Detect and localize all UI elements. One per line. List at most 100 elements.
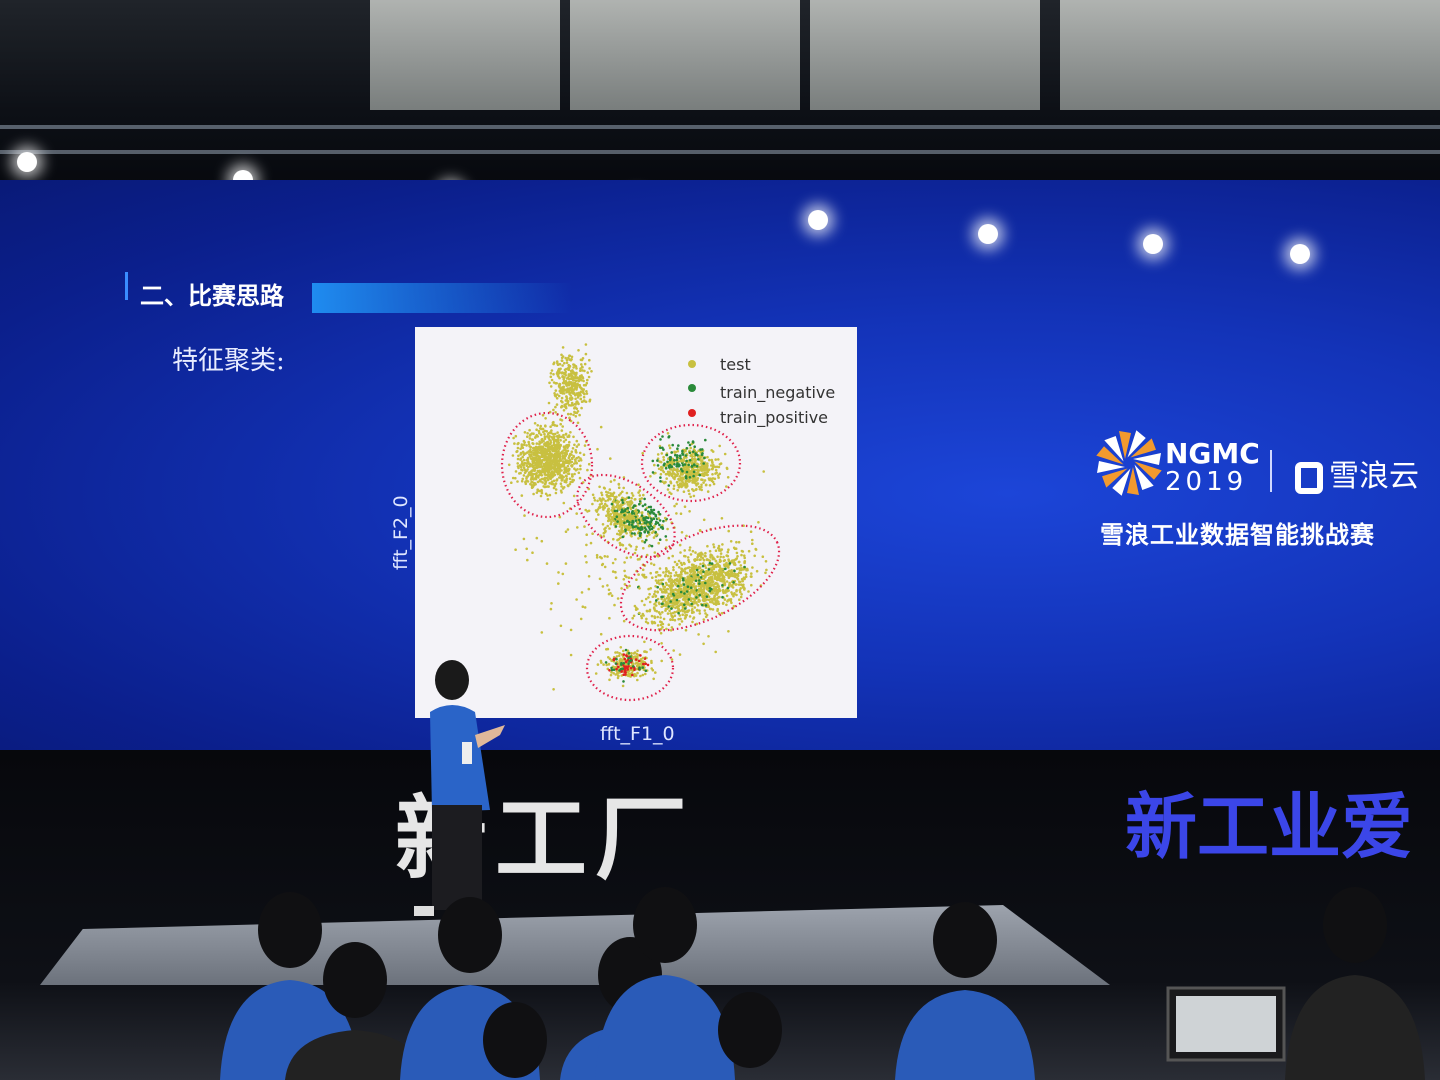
scatter-point <box>650 620 654 624</box>
scatter-point <box>708 549 712 553</box>
scatter-point <box>607 588 611 592</box>
scatter-point <box>642 668 646 671</box>
scatter-point <box>620 674 623 677</box>
scatter-point <box>696 482 700 485</box>
scatter-point <box>627 651 631 655</box>
scatter-point <box>638 489 642 492</box>
scatter-point <box>543 432 546 436</box>
scatter-point <box>530 483 534 487</box>
scatter-point <box>673 581 677 585</box>
scatter-point <box>730 572 734 576</box>
scatter-point <box>690 602 693 606</box>
scatter-point <box>561 487 565 490</box>
scatter-point <box>678 573 681 577</box>
scatter-point <box>528 445 531 448</box>
scatter-point <box>661 466 664 470</box>
scatter-point <box>617 529 621 533</box>
scatter-point <box>714 458 717 461</box>
scatter-point <box>734 574 738 577</box>
scatter-point <box>711 557 715 561</box>
scatter-point <box>705 595 709 598</box>
scatter-point <box>617 486 621 490</box>
scatter-point <box>688 449 691 453</box>
scatter-point <box>687 566 691 569</box>
scatter-point <box>529 448 532 451</box>
scatter-point <box>585 390 588 393</box>
scatter-point <box>662 617 666 621</box>
scatter-point <box>612 512 616 515</box>
scatter-point <box>552 439 556 443</box>
scatter-point <box>552 373 555 376</box>
scatter-point <box>602 504 605 508</box>
scatter-point <box>604 499 607 503</box>
scatter-point <box>719 462 723 465</box>
scatter-point <box>630 492 634 495</box>
scatter-point <box>575 407 579 411</box>
scatter-point <box>617 504 620 508</box>
scatter-point <box>569 653 573 657</box>
scatter-point <box>677 611 680 615</box>
scatter-point <box>603 530 607 534</box>
scatter-point <box>654 571 658 574</box>
scatter-point <box>692 616 696 619</box>
scatter-point <box>673 618 677 622</box>
scatter-point <box>659 446 662 450</box>
scatter-point <box>569 480 572 484</box>
scatter-point <box>674 453 677 457</box>
scatter-point <box>662 455 665 459</box>
scatter-point <box>612 672 615 675</box>
title-accent-bar <box>125 272 128 300</box>
scatter-point <box>681 469 684 473</box>
scatter-point <box>684 483 687 487</box>
scatter-point <box>572 494 576 498</box>
scatter-point <box>564 399 568 402</box>
scatter-point <box>537 447 540 451</box>
scatter-point <box>537 429 541 433</box>
scatter-point <box>614 522 617 526</box>
scatter-point <box>575 439 579 443</box>
scatter-point <box>642 662 645 666</box>
scatter-point <box>723 559 727 562</box>
scatter-point <box>513 442 516 445</box>
scatter-point <box>617 500 621 504</box>
scatter-point <box>675 598 679 602</box>
audience-member <box>895 902 1035 1080</box>
scatter-point <box>706 470 710 474</box>
scatter-point <box>511 454 515 457</box>
scatter-point <box>657 579 660 582</box>
scatter-point <box>585 561 588 564</box>
scatter-point <box>656 555 660 558</box>
scatter-point <box>573 462 576 465</box>
scatter-point <box>592 496 596 500</box>
scatter-point <box>596 508 600 511</box>
scatter-point <box>679 561 683 565</box>
scatter-point <box>640 616 644 620</box>
scatter-point <box>645 617 648 621</box>
scatter-point <box>547 471 550 474</box>
scatter-point <box>672 487 676 491</box>
scatter-point <box>562 433 565 437</box>
scatter-point <box>665 538 668 542</box>
scatter-point <box>511 476 515 480</box>
scatter-point <box>697 590 700 593</box>
stage-light <box>978 224 998 244</box>
scatter-point <box>558 455 561 459</box>
scatter-point <box>554 450 557 453</box>
scatter-point <box>539 480 542 483</box>
scatter-point <box>552 688 555 691</box>
scatter-point <box>555 397 559 400</box>
scatter-point <box>556 431 559 434</box>
scatter-point <box>553 432 557 436</box>
scatter-point <box>633 668 636 672</box>
scatter-point <box>667 597 671 600</box>
scatter-point <box>603 487 606 490</box>
scatter-point <box>694 482 697 485</box>
scatter-point <box>694 551 697 554</box>
scatter-point <box>530 453 533 456</box>
scatter-point <box>683 505 687 509</box>
scatter-point <box>711 461 714 465</box>
scatter-point <box>732 546 736 550</box>
scatter-point <box>609 592 612 595</box>
cluster-ellipse <box>585 634 675 702</box>
scatter-point <box>691 459 694 462</box>
